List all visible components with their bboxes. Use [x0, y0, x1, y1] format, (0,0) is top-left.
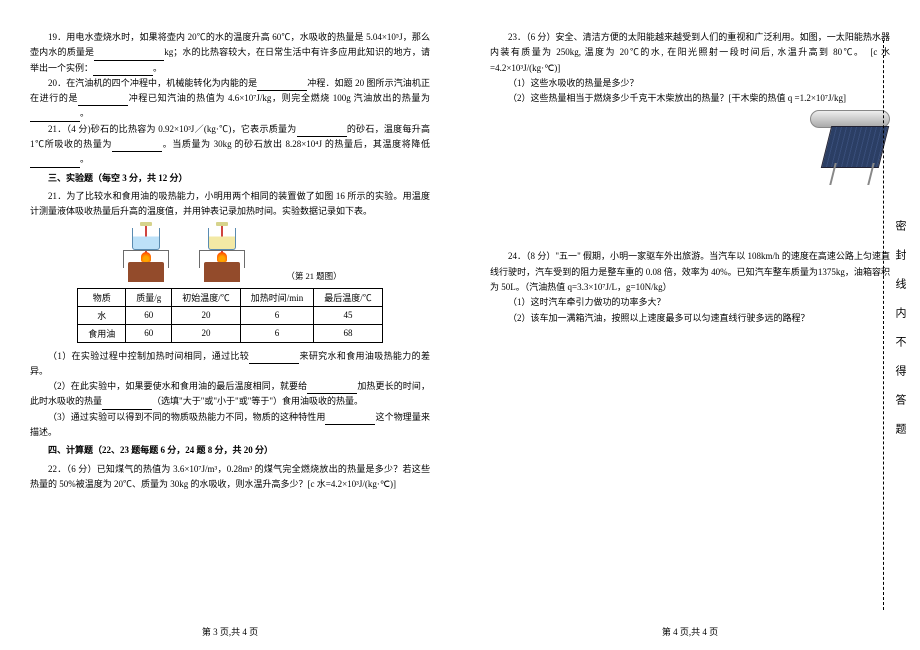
q24-1: （1）这时汽车牵引力做功的功率多大？	[490, 295, 890, 310]
blank	[102, 399, 152, 410]
figure-21: （第 21 题图）	[30, 226, 430, 282]
q21pre-text: 21．（4 分)砂石的比热容为 0.92×10³J／(kg·℃)，它表示质量为的…	[30, 122, 430, 168]
t: （1）在实验过程中控制加热时间相同，通过比较	[48, 351, 249, 361]
blank	[94, 50, 164, 61]
td: 60	[126, 324, 172, 342]
td: 68	[314, 324, 383, 342]
section-4-title: 四、计算题（22、23 题每题 6 分，24 题 8 分，共 20 分）	[30, 443, 430, 458]
beaker-icon	[208, 228, 236, 250]
blank	[93, 65, 153, 76]
q21pre-c: 。当质量为 30kg 的砂石放出 8.28×10⁴J 的热量后，其温度将降低	[162, 139, 430, 149]
page-4: 23．（6 分）安全、清洁方便的太阳能越来越受到人们的重视和广泛利用。如图，一太…	[460, 0, 920, 650]
burner-icon	[204, 262, 240, 282]
device-water	[118, 226, 174, 282]
th: 质量/g	[126, 288, 172, 306]
beaker-icon	[132, 228, 160, 250]
th: 物质	[78, 288, 126, 306]
td: 水	[78, 306, 126, 324]
period: 。	[153, 63, 162, 73]
blank	[30, 157, 80, 168]
blank	[249, 353, 299, 364]
q20-text: 20．在汽油机的四个冲程中，机械能转化为内能的是冲程．如题 20 图所示汽油机正…	[30, 76, 430, 122]
page-3: 19．用电水壶烧水时，如果将壶内 20℃的水的温度升高 60℃，水吸收的热量是 …	[0, 0, 460, 650]
period: 。	[80, 154, 89, 164]
t: （3）通过实验可以得到不同的物质吸热能力不同，物质的这种特性用	[48, 412, 325, 422]
blank	[257, 80, 307, 91]
burner-icon	[128, 262, 164, 282]
q23-1: （1）这些水吸收的热量是多少？	[490, 76, 890, 91]
q23-2: （2）这些热量相当于燃烧多少千克干木柴放出的热量？[干木柴的热值 q =1.2×…	[490, 91, 890, 106]
section-3-title: 三、实验题（每空 3 分，共 12 分）	[30, 171, 430, 186]
blank	[112, 141, 162, 152]
table-row: 食用油 60 20 6 68	[78, 324, 383, 342]
q21-3: （3）通过实验可以得到不同的物质吸热能力不同，物质的这种特性用这个物理量来描述。	[30, 410, 430, 441]
th: 加热时间/min	[240, 288, 314, 306]
table-row: 水 60 20 6 45	[78, 306, 383, 324]
q21-1: （1）在实验过程中控制加热时间相同，通过比较来研究水和食用油吸热能力的差异。	[30, 349, 430, 380]
seal-line	[883, 40, 884, 610]
td: 45	[314, 306, 383, 324]
td: 食用油	[78, 324, 126, 342]
td: 20	[172, 306, 241, 324]
q19-text: 19．用电水壶烧水时，如果将壶内 20℃的水的温度升高 60℃，水吸收的热量是 …	[30, 30, 430, 76]
blank	[297, 126, 347, 137]
td: 6	[240, 306, 314, 324]
q20-c: 冲程已知汽油的热值为 4.6×10⁷J/kg，则完全燃烧 100g 汽油放出的热…	[128, 93, 430, 103]
bracket-icon	[829, 163, 874, 185]
page-footer: 第 4 页,共 4 页	[460, 625, 920, 638]
q21-text: 21．为了比较水和食用油的吸热能力，小明用两个相同的装置做了如图 16 所示的实…	[30, 189, 430, 220]
margin-warning: 密封线内不得答题	[892, 220, 908, 452]
q21pre-a: 21．（4 分)砂石的比热容为 0.92×10³J／(kg·℃)，它表示质量为	[48, 124, 297, 134]
blank	[325, 414, 375, 425]
experiment-table: 物质 质量/g 初始温度/℃ 加热时间/min 最后温度/℃ 水 60 20 6…	[77, 288, 383, 343]
q21-2: （2）在此实验中，如果要使水和食用油的最后温度相同，就要给加热更长的时间，此时水…	[30, 379, 430, 410]
t: （选填"大于"或"小于"或"等于"）食用油吸收的热量。	[152, 396, 363, 406]
q24-text: 24．（8 分）"五一" 假期，小明一家驱车外出旅游。当汽车以 108km/h …	[490, 249, 890, 295]
table-header-row: 物质 质量/g 初始温度/℃ 加热时间/min 最后温度/℃	[78, 288, 383, 306]
q24-2: （2）该车加一满箱汽油，按照以上速度最多可以匀速直线行驶多远的路程？	[490, 311, 890, 326]
td: 20	[172, 324, 241, 342]
q20-a: 20．在汽油机的四个冲程中，机械能转化为内能的是	[48, 78, 257, 88]
flame-icon	[141, 252, 151, 262]
th: 初始温度/℃	[172, 288, 241, 306]
t: （2）在此实验中，如果要使水和食用油的最后温度相同，就要给	[48, 381, 307, 391]
figure-caption: （第 21 题图）	[286, 270, 341, 282]
blank	[307, 383, 357, 394]
q23-text: 23．（6 分）安全、清洁方便的太阳能越来越受到人们的重视和广泛利用。如图，一太…	[490, 30, 890, 76]
device-row: （第 21 题图）	[30, 226, 430, 282]
flame-icon	[217, 252, 227, 262]
spacer	[490, 189, 890, 249]
blank	[78, 95, 128, 106]
blank	[30, 111, 80, 122]
page-footer: 第 3 页,共 4 页	[0, 625, 460, 638]
th: 最后温度/℃	[314, 288, 383, 306]
td: 6	[240, 324, 314, 342]
td: 60	[126, 306, 172, 324]
period: 。	[80, 108, 89, 118]
q22-text: 22．（6 分）已知煤气的热值为 3.6×10⁷J/m³，0.28m³ 的煤气完…	[30, 462, 430, 493]
device-oil	[194, 226, 250, 282]
solar-heater-figure	[780, 110, 890, 185]
